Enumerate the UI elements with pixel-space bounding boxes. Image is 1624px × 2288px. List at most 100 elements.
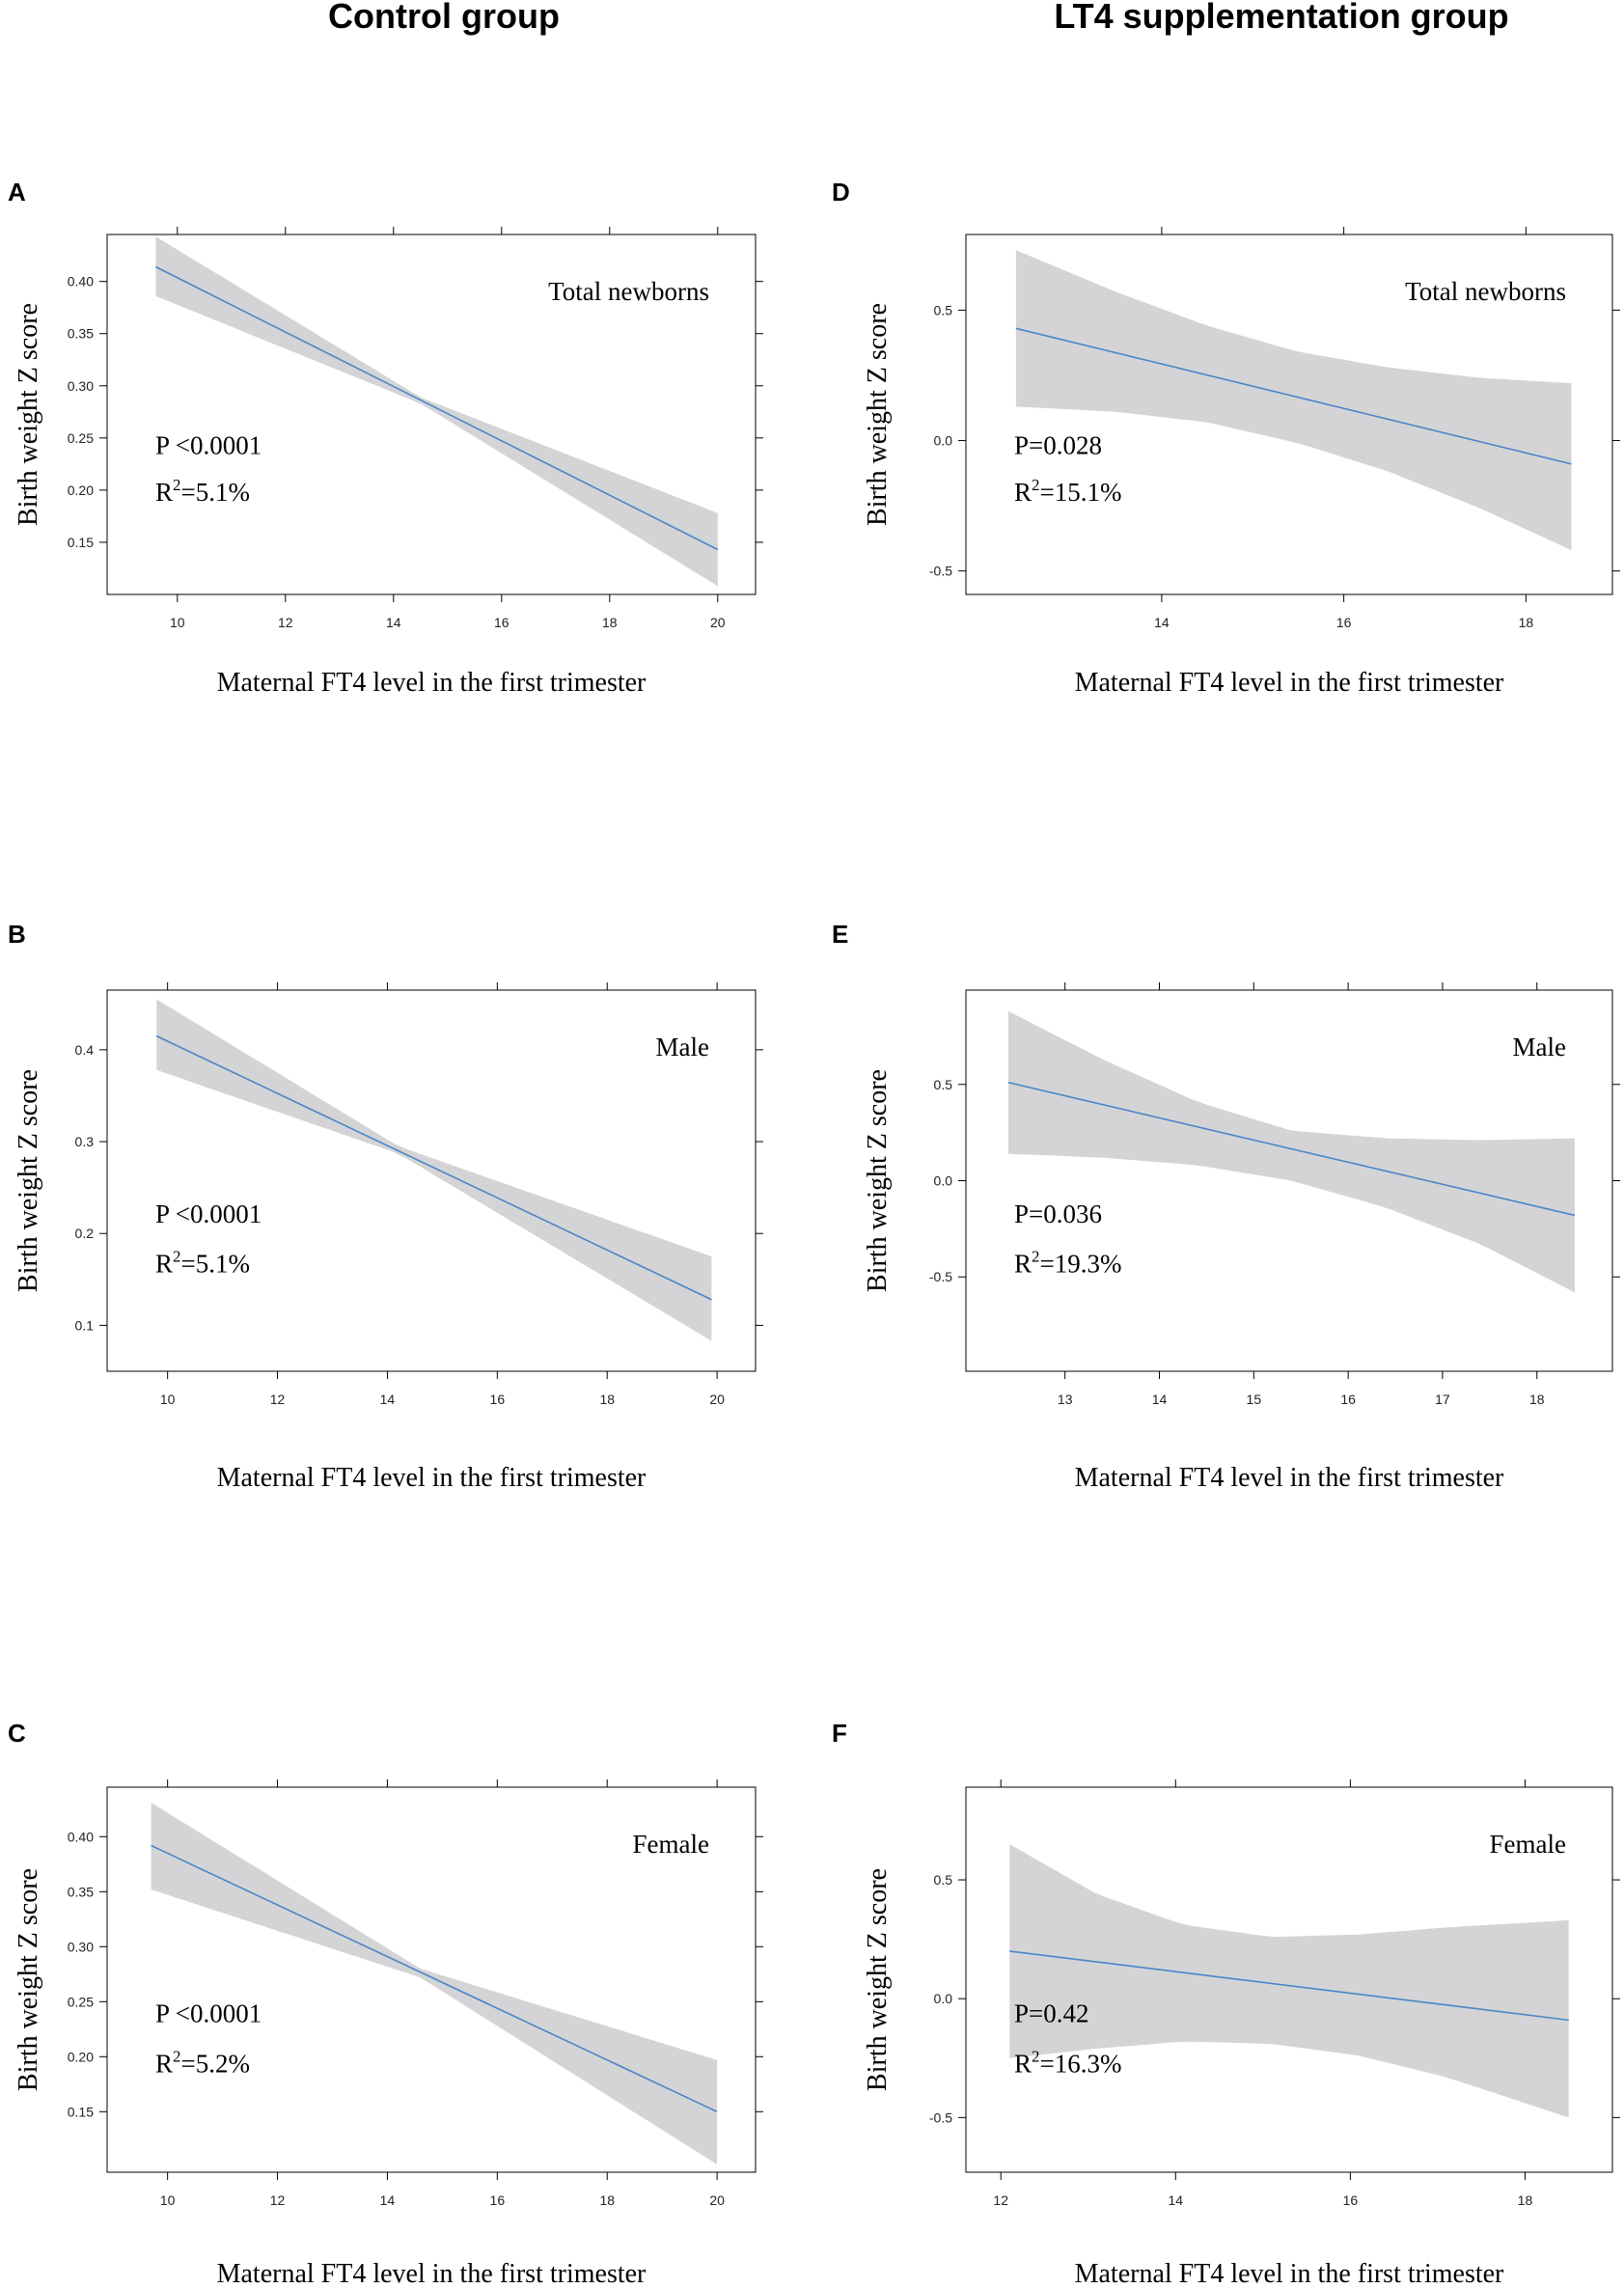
panel-a: A 10 12 14 16 18 20 0.15 0.20 0.25 0.30 0.35 0.40 Tot…: [8, 178, 763, 698]
panel-c-ytick-label: 0.20: [68, 2049, 94, 2064]
panel-b-letter: B: [8, 920, 26, 949]
panel-d-y-axis-label: Birth weight Z score: [863, 303, 893, 526]
panel-d-xtick-label: 16: [1336, 615, 1352, 630]
panel-a-xtick-label: 12: [278, 615, 293, 630]
panel-d-x-axis-label: Maternal FT4 level in the first trimeste…: [1075, 668, 1504, 698]
panel-e-ytick-label: 0.5: [934, 1077, 953, 1092]
panel-a-r-squared: R2=5.1%: [155, 476, 250, 507]
panel-c-p-value: P <0.0001: [155, 1999, 261, 2027]
panel-b-x-axis-label: Maternal FT4 level in the first trimeste…: [217, 1463, 647, 1493]
panel-c: C 10 12 14 16 18 20 0.15 0.20 0.25 0.30 0.35 0.40 Fem…: [8, 1719, 763, 2288]
panel-f-p-value: P=0.42: [1014, 1999, 1089, 2027]
panel-b-ytick-label: 0.4: [75, 1042, 95, 1058]
panel-c-ytick-label: 0.15: [68, 2104, 94, 2119]
panel-b-title: Male: [656, 1033, 709, 1061]
panel-d-xtick-label: 14: [1154, 615, 1170, 630]
panel-e-ytick-label: 0.0: [934, 1173, 953, 1189]
panel-b-xtick-label: 20: [709, 1392, 725, 1407]
panel-c-fit-line: [151, 1844, 718, 2113]
panel-b-fit-line: [155, 1034, 712, 1301]
panel-a-xtick-label: 16: [494, 615, 509, 630]
panel-f-x-axis-label: Maternal FT4 level in the first trimeste…: [1075, 2259, 1504, 2288]
panel-d-r-squared: R2=15.1%: [1014, 476, 1121, 507]
panel-a-letter: A: [8, 178, 26, 207]
panel-e-xtick-label: 15: [1247, 1392, 1262, 1407]
panel-a-ytick-label: 0.30: [68, 378, 94, 394]
panel-f-ytick-label: -0.5: [929, 2109, 952, 2125]
panel-f-ytick-label: 0.5: [934, 1872, 953, 1888]
panel-e-title: Male: [1513, 1033, 1566, 1061]
panel-c-ytick-label: 0.40: [68, 1829, 94, 1844]
panel-f-xtick-label: 16: [1343, 2192, 1359, 2208]
panel-a-fit-line: [155, 265, 719, 551]
panel-d: D 14 16 18 -0.5 0.0 0.5 Total newborns P=0.028 R2…: [832, 178, 1620, 698]
panel-d-plot-frame: [965, 234, 1613, 595]
panel-f-plot-frame: [965, 1786, 1613, 2173]
panel-e-x-axis-label: Maternal FT4 level in the first trimeste…: [1075, 1463, 1504, 1493]
panel-c-confidence-band: [151, 1803, 718, 2164]
panel-c-xtick-label: 16: [490, 2192, 506, 2208]
panel-b-xtick-label: 12: [270, 1392, 286, 1407]
panel-e-xtick-label: 13: [1058, 1392, 1073, 1407]
panel-b-ytick-label: 0.3: [75, 1134, 95, 1149]
panel-d-title: Total newborns: [1405, 277, 1566, 306]
panel-a-y-axis-label: Birth weight Z score: [14, 303, 43, 526]
panel-c-letter: C: [8, 1719, 26, 1748]
panel-e-confidence-band: [1008, 1010, 1575, 1293]
panel-b-p-value: P <0.0001: [155, 1199, 261, 1228]
panels: A 10 12 14 16 18 20 0.15 0.20 0.25 0.30 0.35 0.40 Tot…: [8, 178, 1620, 2288]
panel-d-fit-line: [1015, 327, 1572, 465]
panel-e-xtick-label: 17: [1435, 1392, 1450, 1407]
panel-e-r-squared: R2=19.3%: [1014, 1247, 1121, 1278]
panel-e-ytick-label: -0.5: [929, 1269, 952, 1284]
panel-f-fit-line: [1009, 1950, 1569, 2022]
panel-a-xtick-label: 10: [170, 615, 185, 630]
panel-c-plot-frame: [106, 1786, 757, 2173]
panel-c-ytick-label: 0.25: [68, 1994, 94, 2009]
panel-a-ytick-label: 0.25: [68, 430, 94, 446]
panel-b-ytick-label: 0.1: [75, 1317, 95, 1333]
panel-b: B 10 12 14 16 18 20 0.1 0.2 0.3 0.4 Male P <0.0001 R2…: [8, 920, 763, 1493]
panel-a-xtick-label: 18: [602, 615, 618, 630]
panel-f-xtick-label: 14: [1169, 2192, 1184, 2208]
panel-f-title: Female: [1490, 1830, 1566, 1859]
panel-d-p-value: P=0.028: [1014, 431, 1102, 460]
panel-f-ytick-label: 0.0: [934, 1991, 953, 2006]
panel-a-title: Total newborns: [548, 277, 709, 306]
panel-f-xtick-label: 12: [993, 2192, 1008, 2208]
panel-b-y-axis-label: Birth weight Z score: [14, 1069, 43, 1292]
panel-e-letter: E: [832, 920, 848, 949]
panel-f-letter: F: [832, 1719, 847, 1748]
panel-c-xtick-label: 14: [380, 2192, 396, 2208]
panel-d-ytick-label: 0.5: [934, 302, 953, 317]
panel-c-xtick-label: 20: [709, 2192, 725, 2208]
panel-e-xtick-label: 14: [1152, 1392, 1168, 1407]
panel-a-xtick-label: 20: [710, 615, 726, 630]
panel-e-xtick-label: 18: [1529, 1392, 1545, 1407]
panel-a-ytick-label: 0.15: [68, 535, 94, 550]
panel-d-xtick-label: 18: [1519, 615, 1534, 630]
panel-e-p-value: P=0.036: [1014, 1199, 1102, 1228]
header-lt4-group: LT4 supplementation group: [1054, 0, 1508, 36]
panel-b-ytick-label: 0.2: [75, 1226, 95, 1241]
panel-c-xtick-label: 12: [270, 2192, 286, 2208]
panel-b-confidence-band: [156, 999, 712, 1341]
panel-a-ytick-label: 0.35: [68, 326, 94, 342]
panel-a-x-axis-label: Maternal FT4 level in the first trimeste…: [217, 668, 647, 698]
panel-c-y-axis-label: Birth weight Z score: [14, 1868, 43, 2091]
panel-f-confidence-band: [1009, 1844, 1569, 2118]
panel-c-xtick-label: 18: [599, 2192, 615, 2208]
panel-b-xtick-label: 16: [490, 1392, 506, 1407]
panel-b-r-squared: R2=5.1%: [155, 1247, 250, 1278]
panel-b-xtick-label: 10: [160, 1392, 176, 1407]
panel-a-xtick-label: 14: [386, 615, 401, 630]
panel-d-confidence-band: [1015, 250, 1572, 551]
panel-c-r-squared: R2=5.2%: [155, 2047, 250, 2078]
panel-c-ytick-label: 0.35: [68, 1884, 94, 1899]
panel-a-ytick-label: 0.40: [68, 274, 94, 289]
panel-b-xtick-label: 18: [599, 1392, 615, 1407]
panel-d-letter: D: [832, 178, 850, 207]
panel-e-y-axis-label: Birth weight Z score: [863, 1069, 893, 1292]
panel-c-ytick-label: 0.30: [68, 1939, 94, 1954]
